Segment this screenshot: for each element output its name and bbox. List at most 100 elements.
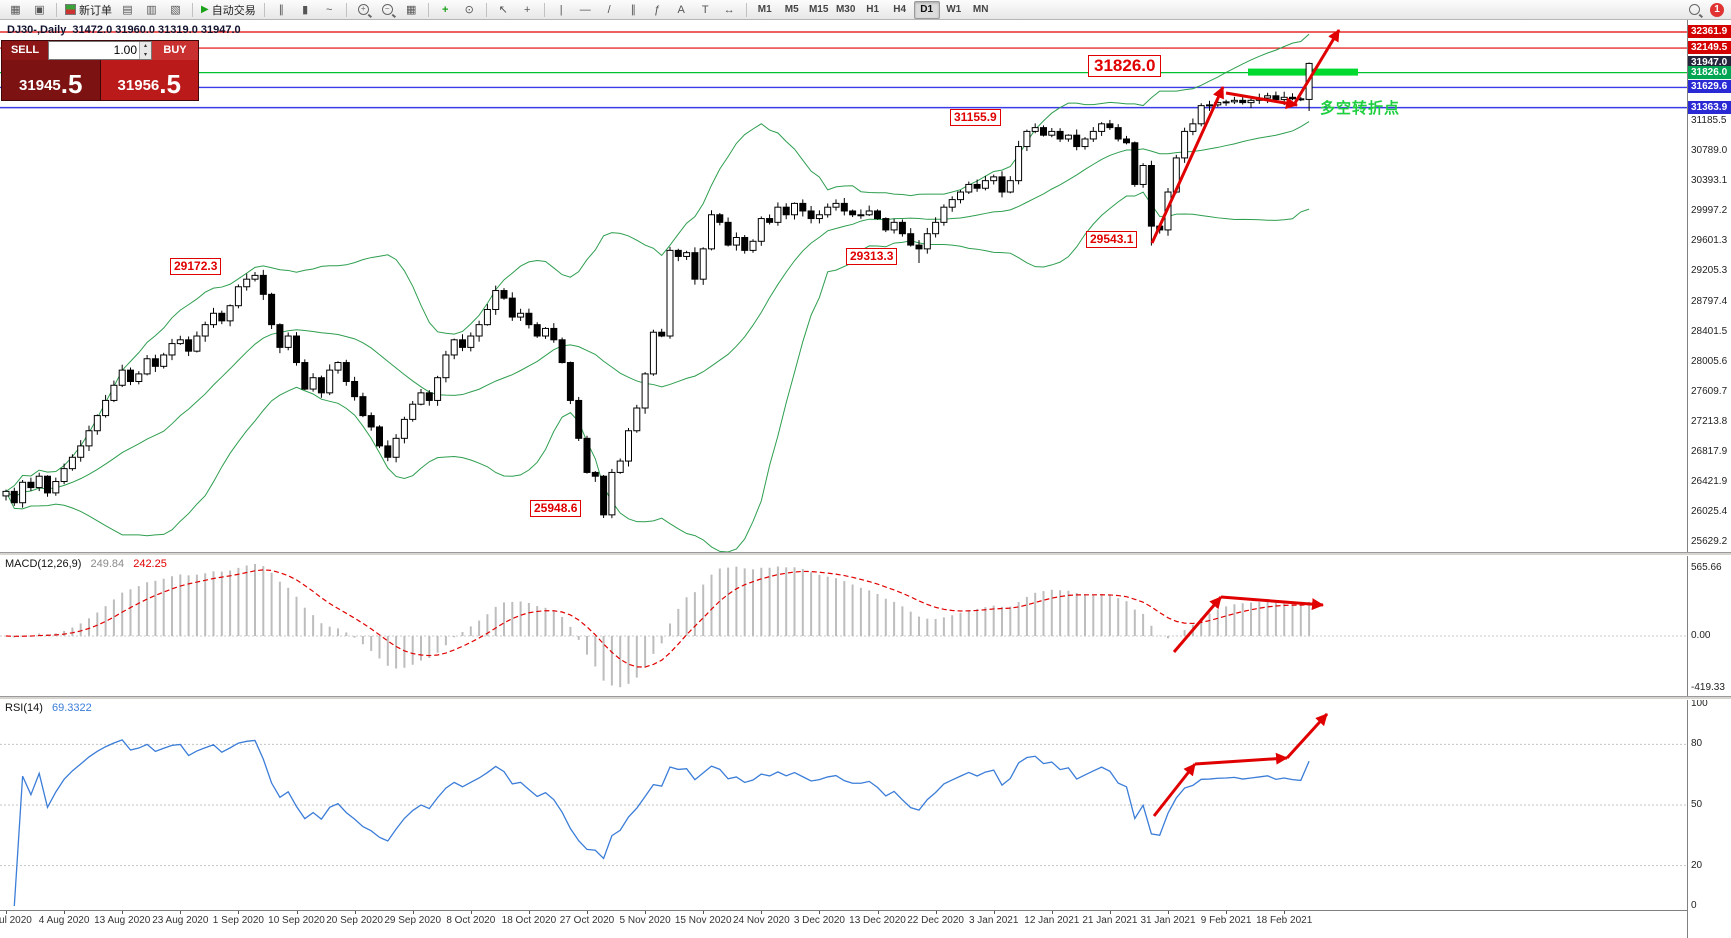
label-icon[interactable]: T — [701, 3, 709, 16]
candlestick-icon[interactable]: ▮ — [302, 4, 309, 16]
cycles-icon[interactable]: ⊙ — [464, 4, 474, 16]
price-annotation[interactable]: 29543.1 — [1086, 231, 1138, 248]
timeframe-h1[interactable]: H1 — [866, 4, 880, 15]
rsi-scale-label: 80 — [1691, 738, 1703, 750]
zoom-in-icon[interactable]: + — [352, 1, 375, 19]
price-annotation[interactable]: 25948.6 — [530, 500, 582, 517]
date-label: 8 Oct 2020 — [446, 915, 496, 926]
turning-point-note[interactable]: 多空转折点 — [1320, 100, 1401, 117]
zoom-out-icon[interactable]: − — [376, 1, 399, 19]
date-tick — [935, 911, 937, 914]
price-annotation[interactable]: 29313.3 — [846, 248, 898, 265]
autotrade-button[interactable]: ▶ 自动交易 — [198, 1, 259, 19]
price-tag: 31826.0 — [1688, 65, 1731, 79]
price-axis-label: 31185.5 — [1691, 115, 1727, 127]
rsi-scale-label: 0 — [1691, 900, 1697, 911]
trend-arrow[interactable] — [1293, 29, 1341, 104]
macd-scale-label: 565.66 — [1691, 562, 1722, 573]
navigator-icon[interactable]: ▧ — [170, 4, 181, 16]
trend-arrow[interactable] — [1220, 595, 1324, 611]
trend-arrow[interactable] — [1152, 763, 1197, 817]
market-watch-icon[interactable]: ▤ — [122, 4, 133, 16]
price-axis-label: 30393.1 — [1691, 175, 1728, 187]
date-label: 13 Dec 2020 — [849, 915, 906, 926]
bollinger-bands — [5, 33, 1310, 553]
resistance-zone-bar[interactable] — [1248, 68, 1358, 76]
price-scale[interactable]: 31185.5 30789.0 30393.1 29997.2 29601.3 29205… — [1687, 20, 1731, 938]
profiles-icon[interactable]: ▣ — [34, 4, 45, 16]
channel-icon[interactable]: ∥ — [630, 4, 636, 16]
panel-separator[interactable] — [0, 552, 1731, 556]
price-annotation[interactable]: 29172.3 — [170, 258, 222, 275]
panel-separator[interactable] — [0, 696, 1731, 700]
macd-scale-label: 0.00 — [1691, 630, 1711, 641]
line-chart-icon[interactable]: ~ — [325, 3, 333, 16]
new-order-label: 新订单 — [79, 4, 112, 17]
buy-price-main: 31956 — [117, 77, 160, 94]
timeframe-d1[interactable]: D1 — [913, 0, 940, 19]
fibonacci-icon[interactable]: ƒ — [654, 3, 661, 16]
crosshair-icon[interactable]: + — [523, 3, 531, 16]
trend-arrow[interactable] — [1285, 712, 1329, 760]
date-label: 31 Jan 2021 — [1140, 915, 1196, 926]
timeframe-m1[interactable]: M1 — [757, 4, 772, 15]
timeframe-w1[interactable]: W1 — [946, 4, 962, 15]
bar-chart-icon[interactable]: ∥ — [278, 4, 284, 16]
cursor-icon[interactable]: ↖ — [498, 4, 508, 16]
sell-price-frac: .5 — [60, 69, 83, 99]
timeframe-m15[interactable]: M15 — [808, 4, 829, 15]
macd-histogram — [13, 564, 1311, 688]
volume-field[interactable]: 1.00 ▴ ▾ — [48, 41, 152, 60]
trend-arrow[interactable] — [1172, 596, 1223, 653]
trend-arrow[interactable] — [1150, 86, 1225, 244]
timeframe-m5[interactable]: M5 — [784, 4, 799, 15]
macd-indicator-label: MACD(12,26,9) 249.84 242.25 — [5, 558, 167, 570]
vertical-line-icon[interactable]: | — [559, 3, 563, 16]
indicators-icon[interactable]: + — [441, 3, 449, 16]
price-annotation[interactable]: 31155.9 — [950, 109, 1001, 126]
volume-stepper[interactable]: ▴ ▾ — [139, 42, 151, 59]
date-label: 3 Jan 2021 — [968, 915, 1019, 926]
play-icon: ▶ — [201, 4, 209, 15]
macd-name: MACD(12,26,9) — [5, 558, 82, 570]
notification-badge[interactable]: 1 — [1710, 2, 1724, 17]
sell-price-button[interactable]: 31945 .5 — [2, 60, 101, 100]
step-down-icon[interactable]: ▾ — [140, 50, 151, 59]
timeframe-mn[interactable]: MN — [972, 4, 989, 15]
sell-label[interactable]: SELL — [2, 41, 48, 60]
horizontal-line-icon[interactable]: — — [579, 3, 591, 16]
date-tick — [1226, 911, 1228, 914]
candles — [2, 62, 1313, 519]
arrows-icon[interactable]: ↔ — [723, 3, 735, 16]
search-icon[interactable] — [1683, 1, 1706, 19]
trendline-icon[interactable]: / — [607, 3, 611, 16]
sell-price-main: 31945 — [19, 77, 61, 94]
price-axis-label: 29601.3 — [1691, 235, 1728, 247]
date-tick — [645, 911, 647, 914]
timeframe-h4[interactable]: H4 — [893, 4, 907, 15]
date-label: 12 Jan 2021 — [1024, 915, 1080, 926]
tile-windows-icon[interactable]: ▦ — [406, 4, 417, 16]
new-order-button[interactable]: 新订单 — [62, 1, 115, 19]
trend-arrow[interactable] — [1225, 91, 1298, 110]
new-chart-icon[interactable]: ▦ — [10, 4, 21, 16]
price-tag: 32149.5 — [1688, 41, 1731, 55]
date-label: 4 Aug 2020 — [38, 915, 90, 926]
toolbar-separator — [192, 2, 193, 17]
timeframe-m30[interactable]: M30 — [835, 4, 856, 15]
buy-label[interactable]: BUY — [152, 41, 198, 60]
text-icon[interactable]: A — [677, 3, 685, 16]
buy-price-button[interactable]: 31956 .5 — [100, 60, 198, 100]
date-tick — [354, 911, 356, 914]
data-window-icon[interactable]: ▥ — [146, 4, 157, 16]
volume-value[interactable]: 1.00 — [113, 43, 137, 57]
date-tick — [761, 911, 763, 914]
price-annotation[interactable]: 31826.0 — [1088, 55, 1162, 77]
date-tick — [587, 911, 588, 914]
buy-price-frac: .5 — [159, 69, 181, 99]
step-up-icon[interactable]: ▴ — [140, 42, 151, 51]
trend-arrow[interactable] — [1194, 752, 1288, 766]
